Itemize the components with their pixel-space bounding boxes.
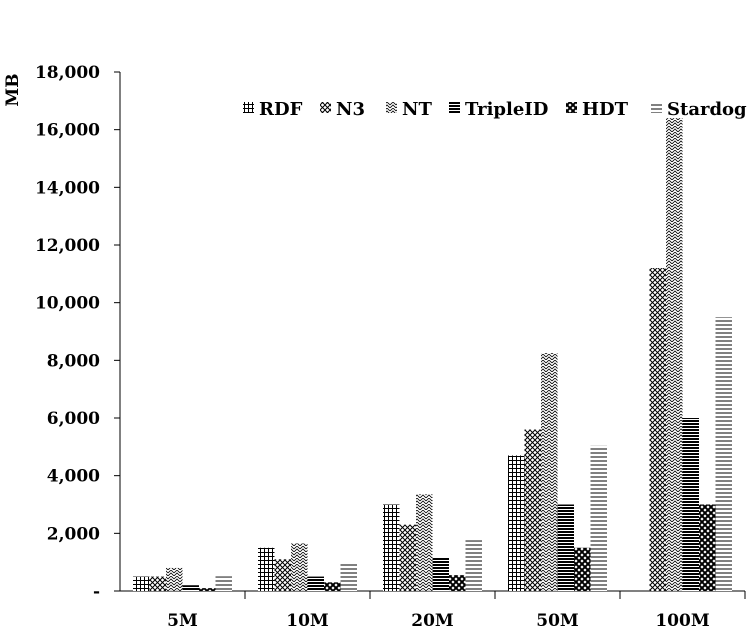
y-tick-label: 18,000 bbox=[35, 63, 100, 83]
bar-n3-20m bbox=[399, 524, 416, 591]
y-tick-label: 6,000 bbox=[47, 409, 100, 429]
y-tick-label: 4,000 bbox=[47, 467, 100, 487]
bar-hdt-5m bbox=[199, 588, 216, 591]
bar-hdt-20m bbox=[449, 575, 466, 591]
bar-tripleid-5m bbox=[182, 585, 199, 591]
x-tick-label: 5M bbox=[167, 611, 198, 631]
bar-rdf-10m bbox=[258, 547, 275, 591]
bar-n3-5m bbox=[149, 576, 166, 591]
bar-rdf-20m bbox=[383, 504, 400, 591]
legend-label-tripleid: TripleID bbox=[465, 99, 548, 120]
bar-tripleid-100m bbox=[682, 418, 699, 591]
bar-nt-5m bbox=[166, 567, 183, 591]
bar-n3-10m bbox=[274, 559, 291, 591]
legend-swatch-nt bbox=[386, 102, 397, 113]
bar-tripleid-20m bbox=[432, 557, 449, 591]
legend-label-rdf: RDF bbox=[259, 99, 303, 120]
y-tick-label: - bbox=[93, 582, 100, 602]
bars bbox=[133, 118, 732, 591]
legend-swatch-rdf bbox=[243, 102, 254, 113]
x-tick-label: 10M bbox=[286, 611, 329, 631]
bar-rdf-50m bbox=[508, 455, 525, 591]
y-axis-label: MB bbox=[3, 73, 23, 106]
legend-swatch-hdt bbox=[566, 102, 577, 113]
y-tick-label: 8,000 bbox=[47, 351, 100, 371]
bar-n3-100m bbox=[649, 268, 666, 591]
legend-label-stardog: Stardog bbox=[667, 99, 747, 120]
bar-nt-10m bbox=[291, 543, 308, 591]
bar-stardog-10m bbox=[340, 563, 357, 591]
tick-labels: - 2,000 4,000 6,000 8,000 10,000 12,000 14,000 1… bbox=[35, 63, 710, 631]
bar-stardog-20m bbox=[465, 540, 482, 591]
bar-stardog-50m bbox=[590, 445, 607, 591]
bar-nt-50m bbox=[541, 353, 558, 591]
bar-hdt-50m bbox=[574, 547, 591, 591]
bar-tripleid-50m bbox=[557, 504, 574, 591]
legend-swatch-tripleid bbox=[449, 102, 460, 113]
y-tick-label: 14,000 bbox=[35, 178, 100, 198]
y-tick-label: 12,000 bbox=[35, 236, 100, 256]
bar-nt-20m bbox=[416, 494, 433, 591]
bar-stardog-5m bbox=[215, 576, 232, 591]
legend-label-nt: NT bbox=[402, 99, 432, 120]
bar-hdt-10m bbox=[324, 582, 341, 591]
bar-nt-100m bbox=[666, 118, 683, 591]
bar-hdt-100m bbox=[699, 504, 716, 591]
x-tick-label: 50M bbox=[536, 611, 579, 631]
legend-swatch-stardog bbox=[651, 102, 662, 113]
x-tick-label: 20M bbox=[411, 611, 454, 631]
legend-label-hdt: HDT bbox=[582, 99, 629, 120]
y-tick-label: 2,000 bbox=[47, 524, 100, 544]
bar-n3-50m bbox=[524, 429, 541, 591]
legend-label-n3: N3 bbox=[336, 99, 365, 120]
legend-swatch-n3 bbox=[320, 102, 331, 113]
y-tick-label: 10,000 bbox=[35, 294, 100, 314]
bar-stardog-100m bbox=[715, 317, 732, 591]
bar-tripleid-10m bbox=[307, 576, 324, 591]
bar-rdf-5m bbox=[133, 576, 150, 591]
legend: RDF N3 NT TripleID HDT Stardog bbox=[243, 99, 747, 120]
y-tick-label: 16,000 bbox=[35, 121, 100, 141]
x-tick-label: 100M bbox=[655, 611, 709, 631]
